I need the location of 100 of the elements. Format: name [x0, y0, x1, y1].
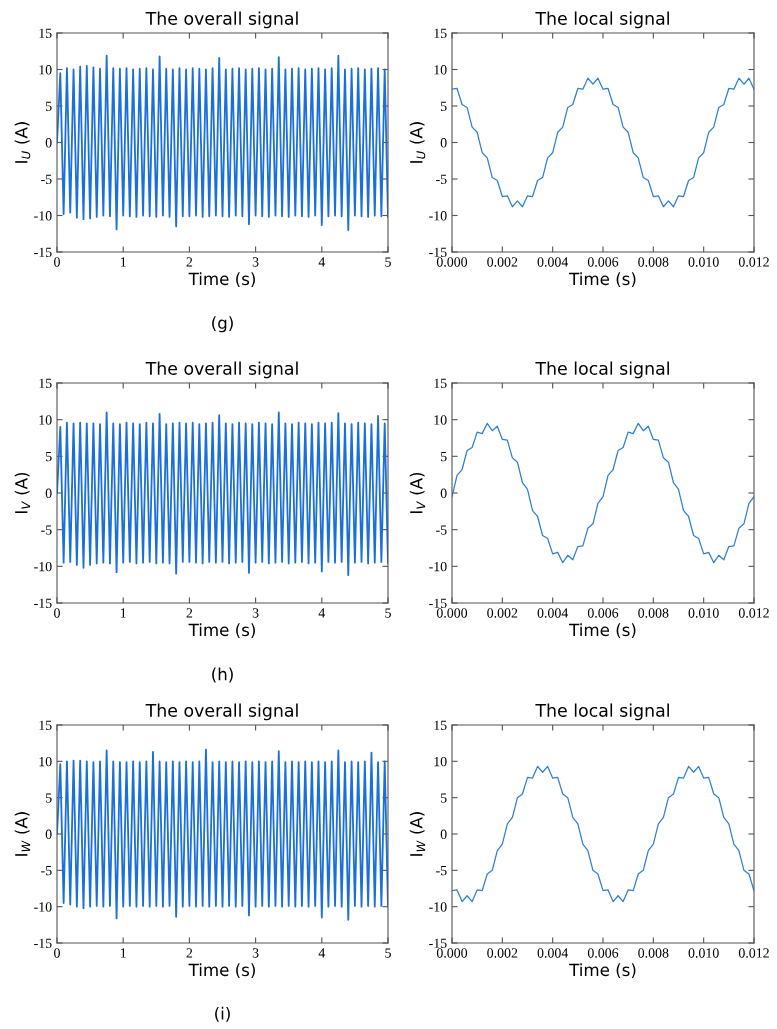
x-tick-label: 2	[186, 257, 193, 267]
x-axis-title: Time (s)	[188, 272, 255, 288]
x-tick-label: 0.006	[587, 608, 619, 618]
y-tick-label: 10	[434, 65, 447, 75]
y-tick-label: 15	[39, 28, 52, 38]
chart-title: The overall signal	[145, 361, 298, 379]
x-axis-title: Time (s)	[569, 963, 636, 979]
x-axis-title: Time (s)	[188, 963, 255, 979]
y-axis-title: I$_{V}$ (A)	[409, 472, 426, 514]
x-tick-label: 0.004	[537, 948, 569, 958]
y-tick-label: 5	[441, 793, 447, 803]
chart-title: The overall signal	[145, 11, 298, 29]
x-tick-label: 0.012	[738, 948, 769, 958]
y-tick-label: -10	[429, 211, 447, 221]
x-tick-label: 2	[186, 608, 193, 618]
chart-title: The overall signal	[145, 703, 298, 721]
y-tick-label: -5	[436, 866, 447, 876]
y-tick-label: -15	[429, 247, 447, 257]
x-tick-label: 0.000	[436, 608, 468, 618]
x-tick-label: 3	[252, 948, 259, 958]
y-tick-label: 0	[440, 488, 447, 498]
x-tick-label: 4	[318, 948, 326, 958]
line-series	[57, 411, 388, 577]
y-tick-label: -5	[436, 174, 447, 184]
x-tick-label: 0	[54, 948, 60, 958]
x-tick-label: 1	[120, 948, 126, 958]
x-tick-label: 4	[318, 257, 326, 267]
y-axis-title: I$_{W}$ (A)	[14, 812, 31, 856]
chart-title: The local signal	[535, 11, 669, 29]
y-axis-title: I$_{W}$ (A)	[409, 812, 426, 856]
x-tick-label: 0.008	[638, 257, 669, 267]
x-tick-label: 0.006	[587, 948, 619, 958]
y-tick-label: 10	[434, 756, 447, 767]
y-tick-label: -5	[41, 525, 52, 535]
y-tick-label: 10	[39, 756, 52, 767]
x-tick-label: 0.002	[487, 257, 518, 267]
y-tick-label: -5	[436, 525, 447, 535]
y-tick-label: 0	[45, 829, 52, 839]
x-tick-label: 0.010	[688, 948, 719, 958]
y-tick-label: -15	[34, 247, 52, 257]
x-tick-label: 0.000	[436, 257, 468, 267]
y-tick-label: -15	[34, 598, 52, 608]
y-tick-label: 5	[46, 452, 52, 462]
y-tick-label: 10	[434, 415, 447, 425]
x-tick-label: 0.006	[587, 257, 619, 267]
y-tick-label: 0	[440, 138, 447, 148]
x-tick-label: 0.008	[638, 948, 669, 958]
y-tick-label: -10	[34, 561, 52, 572]
line-series	[452, 77, 754, 208]
y-tick-label: -10	[429, 902, 447, 912]
x-tick-label: 3	[252, 257, 259, 267]
x-tick-label: 0.010	[688, 257, 719, 267]
y-tick-label: 5	[441, 452, 447, 462]
x-tick-label: 0.012	[738, 608, 769, 618]
y-tick-label: -15	[429, 598, 447, 608]
x-tick-label: 0.000	[436, 948, 468, 958]
y-tick-label: 0	[440, 829, 447, 839]
x-tick-label: 0.004	[537, 257, 569, 267]
y-tick-label: -10	[429, 561, 447, 572]
x-tick-label: 0.008	[638, 608, 669, 618]
x-tick-label: 0	[54, 257, 60, 267]
x-tick-label: 0.004	[537, 608, 569, 618]
line-series	[57, 54, 388, 232]
y-tick-label: -5	[41, 174, 52, 184]
x-tick-label: 5	[385, 257, 391, 267]
y-axis-title: I$_{U}$ (A)	[409, 122, 426, 163]
x-tick-label: 0.002	[487, 948, 518, 958]
y-tick-label: -10	[34, 211, 52, 221]
y-tick-label: -15	[34, 938, 52, 948]
y-tick-label: -10	[34, 902, 52, 912]
text: (i)	[215, 1006, 230, 1022]
x-tick-label: 0.002	[487, 608, 518, 618]
y-tick-label: 10	[39, 65, 52, 75]
x-tick-label: 1	[120, 257, 126, 267]
y-tick-label: -5	[41, 866, 52, 876]
y-tick-label: -15	[429, 938, 447, 948]
y-tick-label: 15	[39, 378, 52, 388]
y-tick-label: 5	[46, 101, 52, 111]
y-axis-title: I$_{V}$ (A)	[14, 472, 31, 514]
y-tick-label: 15	[434, 720, 447, 730]
y-tick-label: 15	[434, 378, 447, 388]
chart-title: The local signal	[535, 361, 669, 379]
x-tick-label: 1	[120, 608, 126, 618]
y-tick-label: 0	[45, 138, 52, 148]
y-tick-label: 5	[46, 793, 52, 803]
x-axis-title: Time (s)	[569, 623, 636, 639]
x-tick-label: 0	[54, 608, 60, 618]
x-axis-title: Time (s)	[569, 272, 636, 288]
line-series	[452, 765, 754, 903]
x-tick-label: 2	[186, 948, 193, 958]
x-tick-label: 4	[318, 608, 326, 618]
y-tick-label: 15	[39, 720, 52, 730]
x-tick-label: 0.010	[688, 608, 719, 618]
x-tick-label: 0.012	[738, 257, 769, 267]
y-axis-title: I$_{U}$ (A)	[14, 122, 31, 163]
line-series	[57, 748, 388, 921]
chart-title: The local signal	[535, 703, 669, 721]
x-axis-title: Time (s)	[188, 623, 255, 639]
x-tick-label: 5	[385, 948, 391, 958]
text: (h)	[212, 667, 233, 683]
